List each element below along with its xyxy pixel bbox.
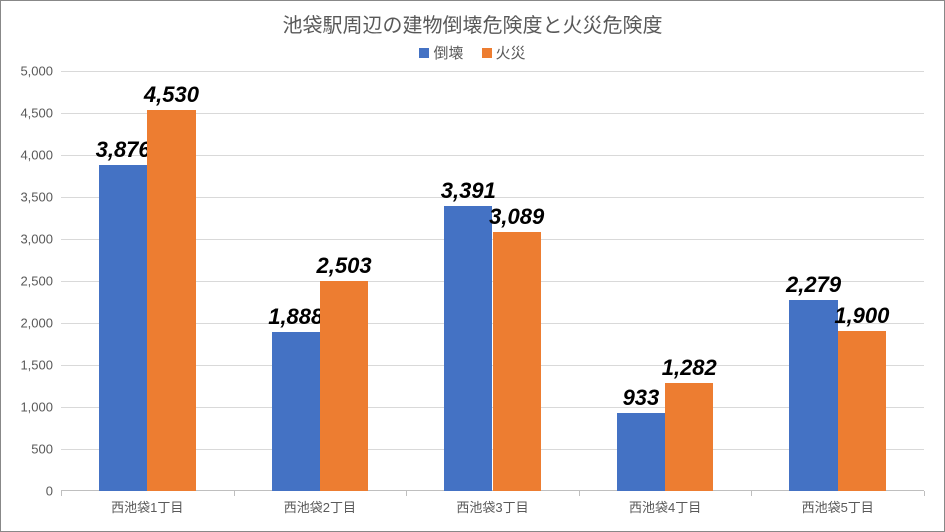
x-tick-label: 西池袋3丁目 bbox=[456, 491, 528, 516]
legend-swatch-collapse bbox=[419, 48, 429, 58]
x-tick-label: 西池袋4丁目 bbox=[629, 491, 701, 516]
bar-fire bbox=[147, 110, 195, 491]
legend-swatch-fire bbox=[482, 48, 492, 58]
bar-fire bbox=[493, 232, 541, 491]
data-label-collapse: 3,391 bbox=[441, 178, 496, 204]
x-tick bbox=[61, 491, 62, 496]
bar-collapse bbox=[444, 206, 492, 491]
legend-label-fire: 火災 bbox=[496, 42, 526, 63]
y-tick-label: 3,000 bbox=[20, 232, 61, 247]
x-tick-label: 西池袋2丁目 bbox=[284, 491, 356, 516]
bar-collapse bbox=[99, 165, 147, 491]
y-tick-label: 2,500 bbox=[20, 274, 61, 289]
data-label-fire: 1,900 bbox=[834, 303, 889, 329]
data-label-collapse: 1,888 bbox=[268, 304, 323, 330]
x-tick bbox=[234, 491, 235, 496]
legend-label-collapse: 倒壊 bbox=[433, 42, 463, 63]
bar-collapse bbox=[272, 332, 320, 491]
y-tick-label: 5,000 bbox=[20, 64, 61, 79]
x-tick bbox=[751, 491, 752, 496]
y-tick-label: 500 bbox=[31, 442, 61, 457]
data-label-collapse: 2,279 bbox=[786, 272, 841, 298]
y-tick-label: 3,500 bbox=[20, 190, 61, 205]
chart-title: 池袋駅周辺の建物倒壊危険度と火災危険度 bbox=[1, 1, 944, 38]
data-label-fire: 1,282 bbox=[662, 355, 717, 381]
data-label-fire: 2,503 bbox=[317, 253, 372, 279]
x-tick-label: 西池袋5丁目 bbox=[802, 491, 874, 516]
bar-fire bbox=[665, 383, 713, 491]
legend: 倒壊 火災 bbox=[1, 42, 944, 63]
bar-collapse bbox=[789, 300, 837, 491]
y-tick-label: 1,000 bbox=[20, 400, 61, 415]
gridline bbox=[61, 71, 924, 72]
bar-collapse bbox=[617, 413, 665, 491]
y-tick-label: 2,000 bbox=[20, 316, 61, 331]
x-tick bbox=[406, 491, 407, 496]
bar-fire bbox=[320, 281, 368, 491]
legend-item-fire: 火災 bbox=[482, 42, 526, 63]
data-label-fire: 4,530 bbox=[144, 82, 199, 108]
x-tick bbox=[924, 491, 925, 496]
data-label-collapse: 3,876 bbox=[96, 137, 151, 163]
y-tick-label: 4,000 bbox=[20, 148, 61, 163]
x-tick bbox=[579, 491, 580, 496]
bar-fire bbox=[838, 331, 886, 491]
legend-item-collapse: 倒壊 bbox=[419, 42, 463, 63]
x-tick-label: 西池袋1丁目 bbox=[111, 491, 183, 516]
plot-area: 05001,0001,5002,0002,5003,0003,5004,0004… bbox=[61, 71, 924, 491]
y-tick-label: 4,500 bbox=[20, 106, 61, 121]
chart-container: 池袋駅周辺の建物倒壊危険度と火災危険度 倒壊 火災 05001,0001,500… bbox=[0, 0, 945, 532]
data-label-fire: 3,089 bbox=[489, 204, 544, 230]
y-tick-label: 1,500 bbox=[20, 358, 61, 373]
data-label-collapse: 933 bbox=[623, 385, 660, 411]
y-tick-label: 0 bbox=[46, 484, 61, 499]
